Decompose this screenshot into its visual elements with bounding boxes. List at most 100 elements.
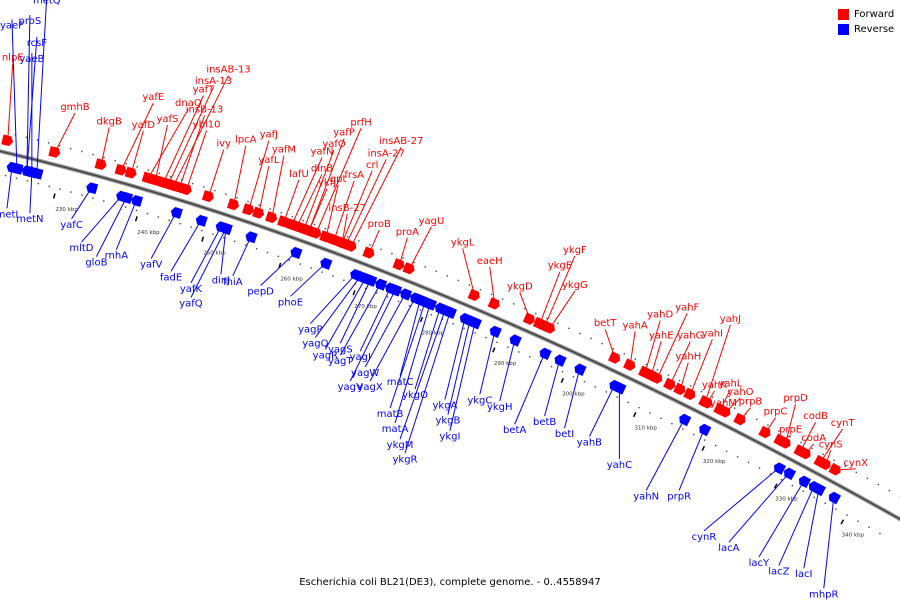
gene-betb[interactable]: betB: [533, 353, 567, 428]
gene-glyph[interactable]: [468, 316, 482, 330]
gene-fade[interactable]: fadE: [160, 214, 208, 283]
gene-glyph[interactable]: [265, 211, 279, 224]
gene-glyph[interactable]: [508, 333, 522, 347]
gene-glyph[interactable]: [758, 425, 772, 440]
gene-yahn[interactable]: yahN: [633, 412, 692, 502]
gene-lafu[interactable]: lafU: [277, 169, 309, 229]
gene-cynx[interactable]: cynX: [828, 458, 868, 477]
gene-matb[interactable]: matB: [377, 295, 433, 420]
gene-frsa[interactable]: frsA: [327, 170, 364, 247]
gene-ykgi[interactable]: ykgI: [439, 316, 482, 443]
gene-yafn[interactable]: yafN: [285, 147, 334, 232]
gene-glyph[interactable]: [733, 412, 747, 427]
gene-yafd[interactable]: yafD: [124, 120, 156, 180]
gene-glyph[interactable]: [319, 230, 333, 243]
gene-yafe[interactable]: yafE: [114, 92, 165, 177]
gene-meti[interactable]: metI: [0, 161, 19, 220]
gene-yahc[interactable]: yahC: [607, 381, 632, 471]
gene-yahk[interactable]: yahK: [700, 380, 727, 410]
gene-dinj[interactable]: dinJ: [212, 222, 233, 286]
gene-insb-27[interactable]: insB-27: [328, 203, 366, 250]
gene-glyph[interactable]: [124, 166, 138, 180]
gene-prpr[interactable]: prpR: [667, 422, 712, 502]
gene-ybl10[interactable]: ybl10: [179, 120, 221, 196]
gene-glyph[interactable]: [798, 446, 812, 461]
gene-glyph[interactable]: [219, 222, 233, 235]
gene-beti[interactable]: betI: [555, 362, 587, 440]
gene-glyph[interactable]: [244, 230, 258, 244]
gene-glyph[interactable]: [812, 482, 827, 497]
gene-coda[interactable]: codA: [798, 433, 826, 461]
gene-glyph[interactable]: [289, 246, 303, 260]
gene-glyph[interactable]: [553, 353, 567, 367]
gene-glyph[interactable]: [94, 158, 108, 171]
gene-mhpr[interactable]: mhpR: [809, 490, 842, 600]
gene-glyph[interactable]: [362, 246, 376, 259]
gene-yafj[interactable]: yafJ: [242, 130, 278, 216]
gene-dkgb[interactable]: dkgB: [94, 117, 122, 171]
gene-glyph[interactable]: [120, 191, 134, 204]
gene-ykgc[interactable]: ykgC: [467, 324, 502, 406]
gene-ykgl[interactable]: ykgL: [451, 237, 482, 302]
gene-yafv[interactable]: yafV: [140, 206, 183, 271]
gene-glyph[interactable]: [827, 490, 842, 505]
gene-glyph[interactable]: [277, 215, 291, 228]
gene-prpc[interactable]: prpC: [758, 407, 787, 440]
gene-gpt[interactable]: gpt: [319, 174, 347, 244]
gene-glyph[interactable]: [443, 306, 458, 319]
gene-glyph[interactable]: [5, 161, 19, 174]
gene-yaho[interactable]: yahO: [718, 387, 754, 419]
gene-prpb[interactable]: prpB: [733, 397, 762, 427]
gene-ivy[interactable]: ivy: [201, 139, 231, 203]
gene-yafq[interactable]: yafQ: [179, 222, 233, 309]
gene-metn[interactable]: metN: [16, 166, 44, 225]
gene-yafc[interactable]: yafC: [60, 182, 99, 231]
gene-yafm[interactable]: yafM: [265, 145, 296, 225]
gene-glyph[interactable]: [718, 405, 732, 419]
gene-beta[interactable]: betA: [503, 346, 552, 436]
gene-glyph[interactable]: [772, 461, 787, 475]
gene-glyph[interactable]: [782, 466, 797, 481]
gene-glyph[interactable]: [319, 257, 333, 270]
gene-glyph[interactable]: [226, 198, 241, 211]
gene-glyph[interactable]: [302, 224, 316, 237]
gene-glyph[interactable]: [423, 297, 438, 311]
gene-glyph[interactable]: [673, 382, 687, 397]
gene-proa[interactable]: proA: [392, 227, 419, 272]
gene-ykgh[interactable]: ykgH: [487, 333, 522, 413]
gene-glyph[interactable]: [179, 183, 193, 196]
gene-pepd[interactable]: pepD: [247, 246, 303, 298]
gene-glyph[interactable]: [114, 163, 128, 177]
gene-cyns[interactable]: cynS: [818, 440, 843, 472]
gene-ykge[interactable]: ykgE: [532, 261, 572, 331]
gene-insab-27[interactable]: insAB-27: [344, 136, 423, 253]
gene-yags[interactable]: yagS: [328, 274, 378, 356]
gene-yahh[interactable]: yahH: [673, 352, 701, 397]
gene-glyph[interactable]: [252, 206, 266, 220]
gene-glyph[interactable]: [572, 362, 587, 376]
gene-yagw[interactable]: yagW: [351, 287, 413, 379]
gene-glyph[interactable]: [25, 166, 39, 179]
gene-prpd[interactable]: prpD: [778, 393, 808, 450]
gene-glyph[interactable]: [242, 203, 256, 216]
gene-eaeh[interactable]: eaeH: [477, 256, 503, 311]
gene-phoe[interactable]: phoE: [278, 257, 333, 309]
gene-glyph[interactable]: [48, 146, 61, 158]
gene-ykfj[interactable]: ykfJ: [302, 178, 336, 238]
gene-rnha[interactable]: rnhA: [105, 194, 144, 262]
gene-ykgd[interactable]: ykgD: [507, 281, 537, 326]
gene-ykgg[interactable]: ykgG: [542, 280, 588, 335]
gene-yahf[interactable]: yahF: [650, 302, 700, 385]
gene-laca[interactable]: lacA: [718, 466, 797, 554]
gene-glob[interactable]: gloB: [85, 191, 134, 269]
gene-glyph[interactable]: [201, 190, 216, 203]
gene-glyph[interactable]: [130, 194, 144, 207]
gene-gmhb[interactable]: gmhB: [48, 102, 90, 158]
gene-glyph[interactable]: [522, 312, 537, 326]
gene-ykgr[interactable]: ykgR: [392, 306, 458, 466]
gene-glyph[interactable]: [778, 436, 792, 450]
gene-yaha[interactable]: yahA: [623, 320, 648, 372]
gene-glyph[interactable]: [1, 134, 14, 147]
gene-cynr[interactable]: cynR: [692, 461, 787, 543]
gene-glyph[interactable]: [467, 288, 482, 302]
